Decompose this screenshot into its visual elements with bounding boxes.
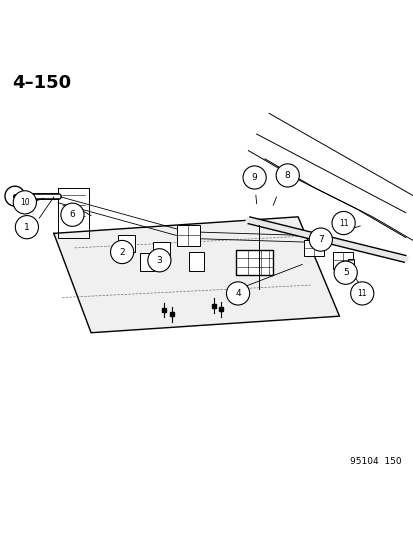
Circle shape [275, 164, 299, 187]
Text: 10: 10 [20, 198, 30, 207]
Circle shape [333, 261, 356, 284]
FancyBboxPatch shape [189, 253, 204, 271]
Circle shape [110, 240, 133, 264]
Circle shape [242, 166, 266, 189]
Text: 2: 2 [119, 247, 125, 256]
Text: 11: 11 [338, 219, 347, 228]
Text: 4–150: 4–150 [12, 74, 71, 92]
FancyBboxPatch shape [139, 253, 154, 271]
FancyBboxPatch shape [153, 241, 169, 262]
Circle shape [309, 228, 332, 251]
FancyBboxPatch shape [176, 225, 199, 246]
Text: 4: 4 [235, 289, 240, 298]
Text: 6: 6 [69, 210, 75, 219]
Text: 9: 9 [251, 173, 257, 182]
Circle shape [226, 282, 249, 305]
Text: 1: 1 [24, 223, 30, 232]
Circle shape [15, 215, 38, 239]
FancyBboxPatch shape [303, 240, 323, 256]
Text: 8: 8 [284, 171, 290, 180]
Circle shape [13, 191, 36, 214]
Text: 3: 3 [156, 256, 162, 265]
Text: 95104  150: 95104 150 [349, 457, 401, 466]
FancyBboxPatch shape [332, 252, 352, 269]
Text: 5: 5 [342, 268, 348, 277]
FancyBboxPatch shape [118, 236, 134, 252]
Circle shape [147, 249, 171, 272]
Polygon shape [54, 217, 339, 333]
Circle shape [61, 203, 84, 227]
Text: 11: 11 [357, 289, 366, 298]
Circle shape [350, 282, 373, 305]
Text: 7: 7 [317, 235, 323, 244]
Circle shape [331, 212, 354, 235]
Circle shape [5, 186, 25, 206]
FancyBboxPatch shape [235, 250, 273, 275]
